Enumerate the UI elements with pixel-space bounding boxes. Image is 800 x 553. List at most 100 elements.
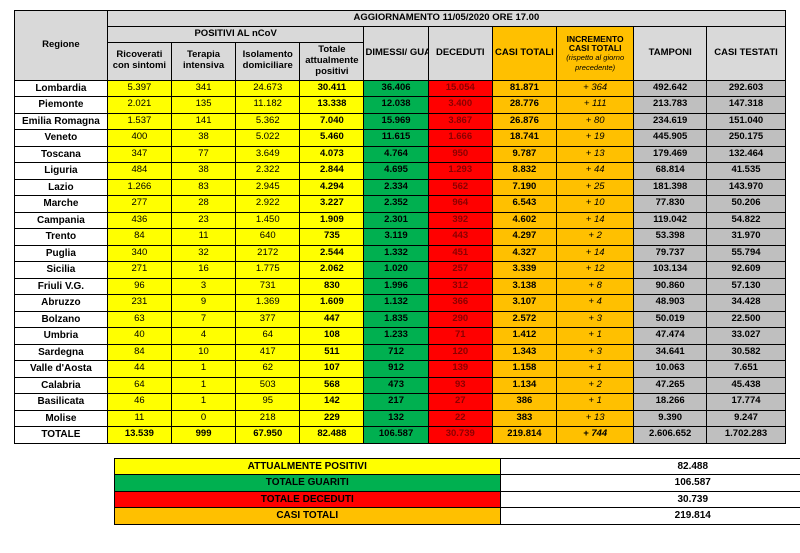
cell-totpos: 13.338: [300, 97, 364, 114]
cell-totpos: 82.488: [300, 427, 364, 444]
cell-dimessi: 1.996: [364, 278, 428, 295]
cell-isolamento: 1.775: [236, 262, 300, 279]
cell-isolamento: 503: [236, 377, 300, 394]
cell-incremento: + 13: [557, 146, 634, 163]
cell-incremento: + 14: [557, 212, 634, 229]
cell-incremento: + 1: [557, 328, 634, 345]
cell-region: Toscana: [15, 146, 108, 163]
cell-terapia: 141: [171, 113, 235, 130]
cell-region: Lombardia: [15, 80, 108, 97]
cell-tamponi: 119.042: [634, 212, 707, 229]
cell-incremento: + 10: [557, 196, 634, 213]
cell-dimessi: 217: [364, 394, 428, 411]
cell-isolamento: 67.950: [236, 427, 300, 444]
cell-dimessi: 3.119: [364, 229, 428, 246]
sum-pos-label: ATTUALMENTE POSITIVI: [115, 458, 501, 475]
cell-totpos: 30.411: [300, 80, 364, 97]
cell-casitotali: 7.190: [492, 179, 556, 196]
cell-testati: 54.822: [707, 212, 786, 229]
cell-isolamento: 95: [236, 394, 300, 411]
hdr-deceduti: DECEDUTI: [428, 26, 492, 80]
cell-isolamento: 417: [236, 344, 300, 361]
cell-tamponi: 79.737: [634, 245, 707, 262]
cell-incremento: + 44: [557, 163, 634, 180]
cell-testati: 147.318: [707, 97, 786, 114]
hdr-incremento-main: INCREMENTO CASI TOTALI: [567, 34, 624, 53]
table-row: Sicilia271161.7752.0621.0202573.339+ 121…: [15, 262, 786, 279]
cell-terapia: 77: [171, 146, 235, 163]
cell-casitotali: 1.412: [492, 328, 556, 345]
summary-table: ATTUALMENTE POSITIVI 82.488 TOTALE GUARI…: [114, 458, 800, 525]
cell-totpos: 4.294: [300, 179, 364, 196]
cell-ricoverati: 13.539: [107, 427, 171, 444]
cell-region: Puglia: [15, 245, 108, 262]
cell-dimessi: 132: [364, 410, 428, 427]
table-row: Valle d'Aosta441621079121391.158+ 110.06…: [15, 361, 786, 378]
cell-tamponi: 34.641: [634, 344, 707, 361]
cell-testati: 1.702.283: [707, 427, 786, 444]
cell-totpos: 830: [300, 278, 364, 295]
cell-deceduti: 71: [428, 328, 492, 345]
covid-table: Regione AGGIORNAMENTO 11/05/2020 ORE 17.…: [14, 10, 786, 444]
cell-testati: 45.438: [707, 377, 786, 394]
cell-isolamento: 2.322: [236, 163, 300, 180]
cell-incremento: + 12: [557, 262, 634, 279]
cell-region: Marche: [15, 196, 108, 213]
cell-testati: 55.794: [707, 245, 786, 262]
cell-tamponi: 234.619: [634, 113, 707, 130]
cell-deceduti: 950: [428, 146, 492, 163]
table-row: Liguria484382.3222.8444.6951.2938.832+ 4…: [15, 163, 786, 180]
cell-region: Molise: [15, 410, 108, 427]
cell-incremento: + 744: [557, 427, 634, 444]
cell-casitotali: 3.339: [492, 262, 556, 279]
cell-testati: 22.500: [707, 311, 786, 328]
cell-testati: 57.130: [707, 278, 786, 295]
cell-casitotali: 4.602: [492, 212, 556, 229]
sum-dec-val: 30.739: [500, 491, 800, 508]
cell-region: Liguria: [15, 163, 108, 180]
cell-totpos: 142: [300, 394, 364, 411]
cell-totpos: 7.040: [300, 113, 364, 130]
cell-casitotali: 1.134: [492, 377, 556, 394]
cell-deceduti: 451: [428, 245, 492, 262]
cell-testati: 33.027: [707, 328, 786, 345]
sum-gua-label: TOTALE GUARITI: [115, 475, 501, 492]
cell-casitotali: 26.876: [492, 113, 556, 130]
cell-terapia: 999: [171, 427, 235, 444]
cell-testati: 151.040: [707, 113, 786, 130]
cell-dimessi: 1.332: [364, 245, 428, 262]
cell-casitotali: 3.107: [492, 295, 556, 312]
cell-tamponi: 90.860: [634, 278, 707, 295]
table-row: Lazio1.266832.9454.2942.3345627.190+ 251…: [15, 179, 786, 196]
cell-terapia: 341: [171, 80, 235, 97]
cell-deceduti: 562: [428, 179, 492, 196]
cell-region: Piemonte: [15, 97, 108, 114]
cell-isolamento: 218: [236, 410, 300, 427]
cell-isolamento: 3.649: [236, 146, 300, 163]
table-row: Sardegna84104175117121201.343+ 334.64130…: [15, 344, 786, 361]
cell-casitotali: 1.343: [492, 344, 556, 361]
table-row: Veneto400385.0225.46011.6151.66618.741+ …: [15, 130, 786, 147]
cell-ricoverati: 436: [107, 212, 171, 229]
cell-casitotali: 1.158: [492, 361, 556, 378]
cell-totpos: 2.544: [300, 245, 364, 262]
cell-casitotali: 3.138: [492, 278, 556, 295]
cell-tamponi: 48.903: [634, 295, 707, 312]
hdr-title: AGGIORNAMENTO 11/05/2020 ORE 17.00: [107, 11, 785, 27]
cell-incremento: + 13: [557, 410, 634, 427]
cell-incremento: + 1: [557, 361, 634, 378]
cell-tamponi: 47.474: [634, 328, 707, 345]
cell-deceduti: 443: [428, 229, 492, 246]
cell-casitotali: 8.832: [492, 163, 556, 180]
cell-casitotali: 219.814: [492, 427, 556, 444]
cell-dimessi: 11.615: [364, 130, 428, 147]
cell-terapia: 38: [171, 130, 235, 147]
cell-casitotali: 28.776: [492, 97, 556, 114]
cell-tamponi: 10.063: [634, 361, 707, 378]
sum-pos-val: 82.488: [500, 458, 800, 475]
cell-terapia: 11: [171, 229, 235, 246]
cell-tamponi: 2.606.652: [634, 427, 707, 444]
cell-terapia: 23: [171, 212, 235, 229]
cell-tamponi: 492.642: [634, 80, 707, 97]
cell-casitotali: 4.327: [492, 245, 556, 262]
